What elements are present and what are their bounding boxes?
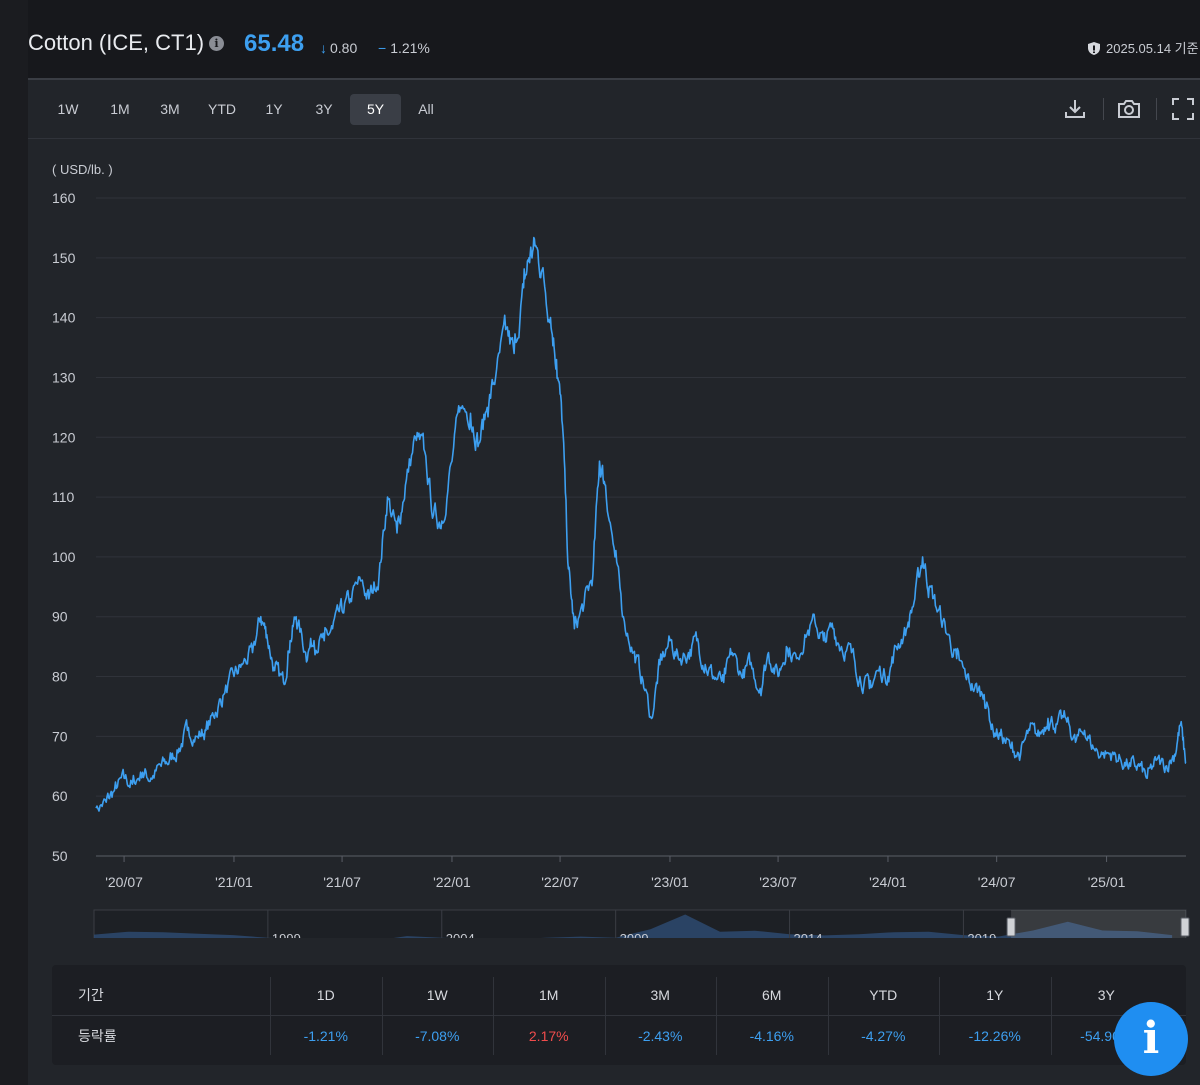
period-1d-header: 1D — [316, 987, 335, 1003]
period-1m-header: 1M — [539, 987, 559, 1003]
x-tick-label: '22/01 — [433, 874, 471, 890]
y-tick-label: 80 — [52, 669, 68, 685]
fullscreen-icon[interactable] — [1170, 96, 1196, 122]
period-6m-header: 6M — [762, 987, 782, 1003]
change-rate-ytd: -4.27% — [861, 1028, 906, 1044]
y-tick-label: 130 — [52, 369, 76, 385]
range-1w-button[interactable]: 1W — [57, 101, 79, 117]
x-tick-label: '24/07 — [978, 874, 1016, 890]
y-tick-label: 70 — [52, 728, 68, 744]
y-tick-label: 110 — [52, 489, 75, 505]
y-grid: 160 150 140 130 120 110 100 90 80 70 60 50 — [52, 190, 1186, 864]
y-axis-unit-label: ( USD/lb. ) — [52, 162, 113, 177]
change-rate-3m: -2.43% — [638, 1028, 683, 1044]
navigator-year-label: 2009 — [620, 931, 649, 938]
x-tick-label: '24/01 — [869, 874, 907, 890]
column-separator — [604, 977, 606, 1055]
period-3y-header: 3Y — [1097, 987, 1115, 1003]
info-icon[interactable]: i — [209, 36, 224, 51]
dash-icon: − — [378, 40, 387, 56]
x-tick-label: '25/01 — [1088, 874, 1126, 890]
y-tick-label: 140 — [52, 310, 76, 326]
instrument-title: Cotton (ICE, CT1) — [28, 30, 205, 55]
x-tick-label: '21/01 — [215, 874, 253, 890]
x-tick-label: '21/07 — [323, 874, 361, 890]
column-separator — [1050, 977, 1052, 1055]
y-tick-label: 160 — [52, 190, 76, 206]
price-change-percent-value: 1.21% — [390, 40, 430, 56]
period-3m-header: 3M — [650, 987, 670, 1003]
range-1m-button[interactable]: 1M — [110, 101, 130, 117]
range-navigator[interactable]: 1999 2004 2009 2014 2019 — [93, 909, 1190, 938]
y-tick-label: 90 — [52, 609, 68, 625]
price-series-line — [95, 236, 1187, 812]
navigator-handle[interactable] — [1006, 917, 1016, 937]
performance-header-row: 기간 1D 1W 1M 3M 6M YTD 1Y 3Y — [52, 975, 1186, 1016]
range-3y-button[interactable]: 3Y — [315, 101, 333, 117]
price-change: ↓ 0.80 — [320, 40, 357, 56]
range-ytd-button[interactable]: YTD — [208, 101, 236, 117]
x-tick-label: '23/07 — [759, 874, 797, 890]
toolbar-separator — [1103, 98, 1104, 120]
column-separator — [270, 977, 271, 1055]
period-ytd-header: YTD — [869, 987, 898, 1003]
navigator-handle[interactable] — [1180, 917, 1190, 937]
change-rate-1w: -7.08% — [415, 1028, 460, 1044]
change-rate-1y: -12.26% — [968, 1028, 1021, 1044]
change-rate-6m: -4.16% — [749, 1028, 794, 1044]
y-tick-label: 100 — [52, 549, 76, 565]
as-of-date: 2025.05.14 기준 — [1088, 38, 1199, 57]
range-3m-button[interactable]: 3M — [160, 101, 180, 117]
navigator-area — [94, 914, 1173, 938]
price-change-percent: −1.21% — [378, 40, 430, 56]
quote-header: Cotton (ICE, CT1) i 65.48 ↓ 0.80 −1.21% 2… — [28, 0, 1200, 78]
navigator-year-label: 2004 — [446, 931, 475, 938]
camera-icon[interactable] — [1116, 96, 1142, 122]
x-axis: '20/07 '21/01 '21/07 '22/01 '22/07 '23/01 '23/… — [105, 856, 1126, 890]
change-rate-1d: -1.21% — [303, 1028, 348, 1044]
y-tick-label: 60 — [52, 788, 68, 804]
performance-table: 기간 1D 1W 1M 3M 6M YTD 1Y 3Y 등락률 -1.21% -7.08% 2.1… — [52, 965, 1186, 1065]
price-chart[interactable]: ( USD/lb. ) 160 150 140 130 120 110 100 90 80 70 6… — [28, 138, 1200, 938]
period-1y-header: 1Y — [986, 987, 1004, 1003]
price-change-value: 0.80 — [330, 40, 358, 56]
column-separator — [716, 977, 717, 1055]
range-1y-button[interactable]: 1Y — [265, 101, 283, 117]
as-of-date-text: 2025.05.14 기준 — [1106, 41, 1199, 56]
range-5y-button[interactable]: 5Y — [350, 94, 401, 125]
download-icon[interactable] — [1062, 96, 1088, 122]
navigator-selection[interactable] — [1011, 910, 1186, 938]
chart-toolbar: 1W 1M 3M YTD 1Y 3Y 5Y All — [28, 80, 1200, 139]
period-1w-header: 1W — [426, 987, 448, 1003]
change-rate-1m: 2.17% — [528, 1028, 569, 1044]
performance-values-row: 등락률 -1.21% -7.08% 2.17% -2.43% -4.16% -4.27% -… — [52, 1016, 1186, 1056]
navigator-year-label: 2019 — [967, 931, 996, 938]
chart-panel: 1W 1M 3M YTD 1Y 3Y 5Y All ( USD/lb. ) 16… — [28, 80, 1200, 1085]
period-header-label: 기간 — [78, 987, 104, 1003]
column-separator — [827, 977, 829, 1055]
toolbar-separator — [1156, 98, 1157, 120]
column-separator — [493, 977, 494, 1055]
range-all-button[interactable]: All — [418, 101, 434, 117]
navigator-year-label: 2014 — [794, 931, 823, 938]
y-tick-label: 50 — [52, 848, 68, 864]
shield-icon — [1088, 42, 1100, 55]
left-edge-strip — [0, 0, 28, 1085]
x-tick-label: '22/07 — [541, 874, 579, 890]
y-tick-label: 150 — [52, 250, 76, 266]
navigator-year-label: 1999 — [272, 931, 301, 938]
arrow-down-icon: ↓ — [320, 40, 327, 56]
column-separator — [939, 977, 940, 1055]
x-tick-label: '23/01 — [651, 874, 689, 890]
last-price: 65.48 — [244, 30, 305, 57]
header-divider — [28, 78, 1200, 80]
y-tick-label: 120 — [52, 429, 76, 445]
info-fab-button[interactable]: i — [1114, 1002, 1188, 1076]
x-tick-label: '20/07 — [105, 874, 143, 890]
change-rate-label: 등락률 — [78, 1028, 117, 1044]
column-separator — [381, 977, 383, 1055]
